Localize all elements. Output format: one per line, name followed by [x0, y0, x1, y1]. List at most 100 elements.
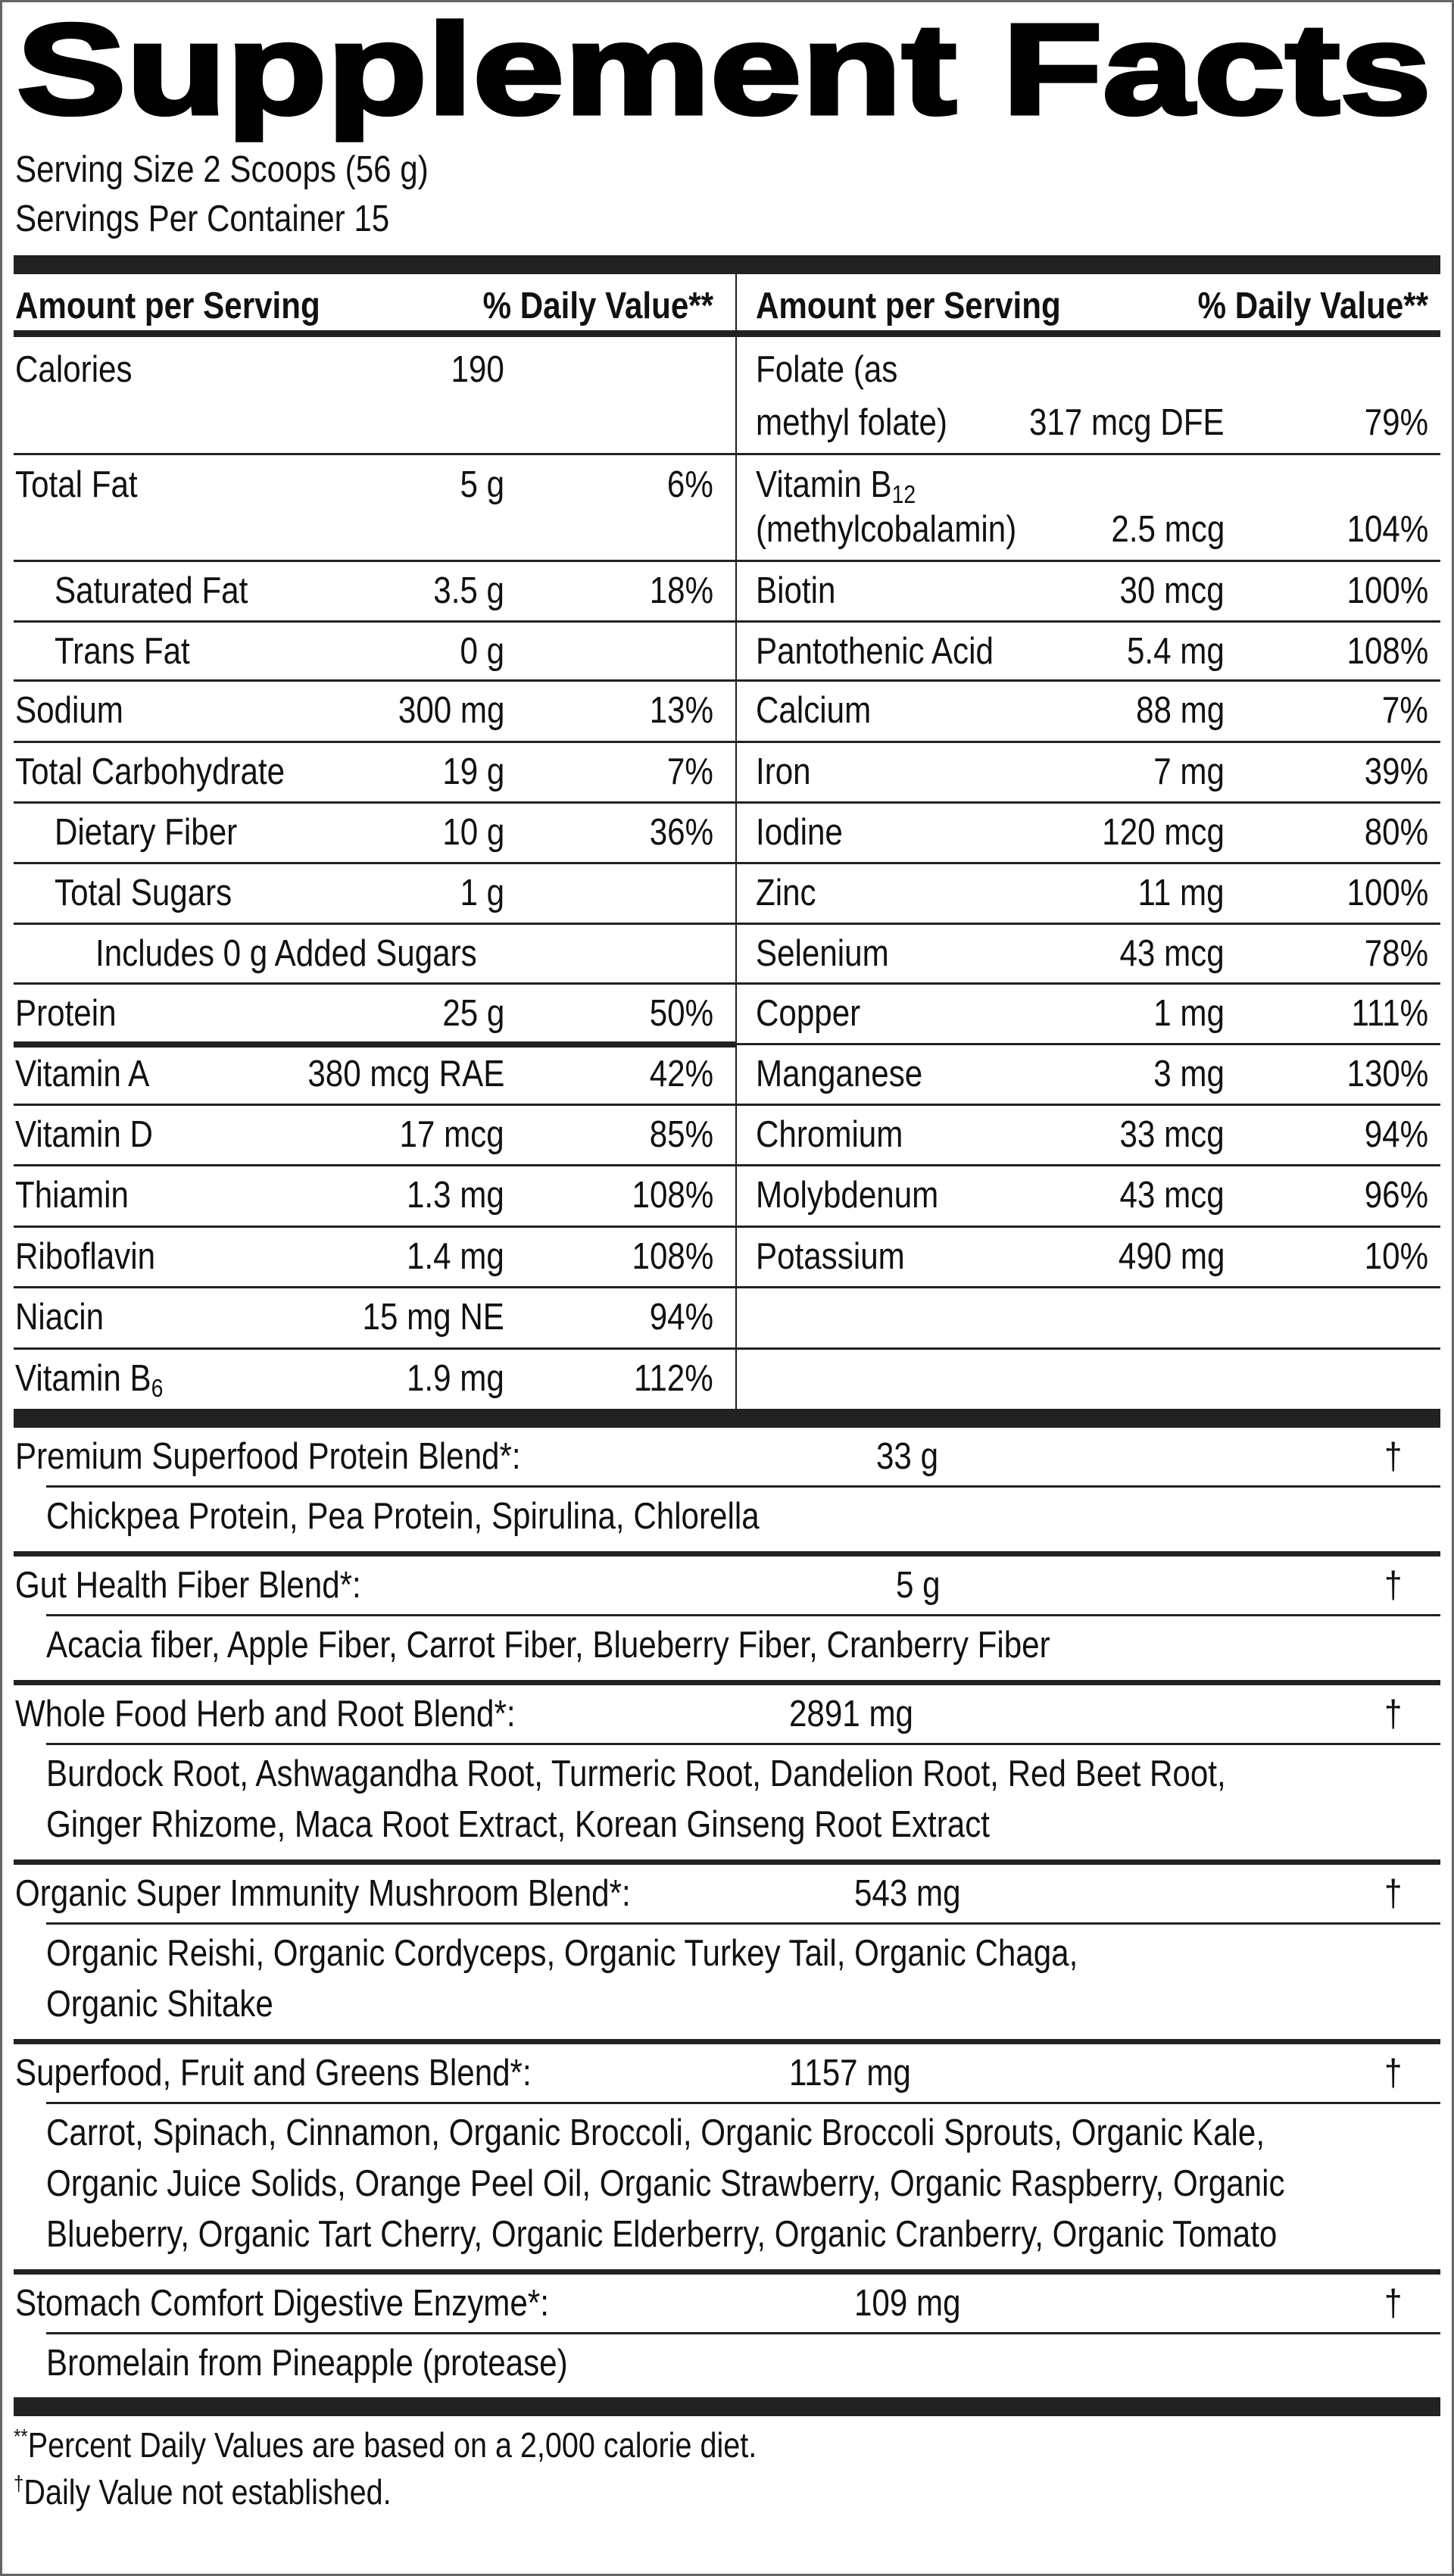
blend-ingredients: Burdock Root, Ashwagandha Root, Turmeric…	[46, 1753, 1226, 1794]
nutrient-daily-value: 13%	[649, 690, 713, 731]
nutrient-daily-value: 100%	[1346, 570, 1428, 611]
row-rule-right	[737, 1043, 1440, 1045]
nutrient-name: methyl folate)	[756, 402, 947, 443]
blend-dagger: †	[1384, 1436, 1403, 1477]
nutrient-name: Trans Fat	[55, 631, 190, 672]
nutrient-name: Copper	[756, 993, 861, 1034]
nutrient-daily-value: 18%	[649, 570, 713, 611]
blend-name: Gut Health Fiber Blend*:	[15, 1565, 361, 1606]
blend-amount: 1157 mg	[789, 2053, 911, 2094]
blend-name: Whole Food Herb and Root Blend*:	[15, 1694, 516, 1735]
nutrient-name: Iron	[756, 751, 811, 792]
header-amount-right: Amount per Serving	[756, 286, 1061, 326]
servings-per-container: Servings Per Container 15	[15, 198, 390, 239]
nutrient-name: Vitamin B6	[15, 1356, 163, 1401]
nutrient-amount: 5.4 mg	[1127, 631, 1225, 672]
footnote: †Daily Value not established.	[14, 2469, 392, 2515]
blend-amount: 543 mg	[854, 1873, 961, 1914]
nutrient-name: Calcium	[756, 690, 872, 731]
nutrient-amount: 3 mg	[1153, 1054, 1225, 1094]
nutrient-name: Total Fat	[15, 464, 138, 505]
row-rule	[14, 1347, 1440, 1350]
nutrient-daily-value: 108%	[632, 1236, 713, 1277]
nutrient-amount: 190	[451, 349, 504, 390]
thick-rule-left	[14, 1041, 736, 1048]
nutrient-amount: 2.5 mcg	[1111, 509, 1225, 550]
row-rule	[14, 560, 1440, 562]
blend-name: Organic Super Immunity Mushroom Blend*:	[15, 1873, 631, 1914]
nutrient-amount: 17 mcg	[399, 1114, 504, 1155]
row-rule	[14, 1286, 1440, 1288]
nutrient-name: Vitamin A	[15, 1054, 150, 1094]
nutrient-daily-value: 42%	[649, 1054, 713, 1094]
nutrient-name: Molybdenum	[756, 1175, 939, 1216]
header-dv-left: % Daily Value**	[482, 286, 713, 326]
nutrient-name: Includes 0 g Added Sugars	[95, 933, 477, 974]
serving-size: Serving Size 2 Scoops (56 g)	[15, 149, 429, 190]
nutrient-amount: 10 g	[442, 812, 504, 853]
row-rule	[14, 1226, 1440, 1228]
nutrient-amount: 1.3 mg	[407, 1175, 504, 1216]
nutrient-name: Chromium	[756, 1114, 903, 1155]
nutrient-name: Manganese	[756, 1054, 923, 1094]
nutrient-name-text: Vitamin B	[756, 464, 892, 505]
footnote-mark: **	[14, 2425, 28, 2448]
nutrient-name: Total Carbohydrate	[15, 751, 285, 792]
nutrient-amount: 7 mg	[1153, 751, 1225, 792]
nutrient-daily-value: 50%	[649, 993, 713, 1034]
nutrient-daily-value: 6%	[667, 464, 713, 505]
nutrient-amount: 317 mcg DFE	[1029, 402, 1225, 443]
page-title: Supplement Facts	[17, 0, 1431, 142]
blend-separator	[14, 2039, 1440, 2044]
blend-dagger: †	[1384, 2053, 1403, 2094]
nutrient-amount: 15 mg NE	[362, 1297, 504, 1338]
blend-dagger: †	[1384, 2283, 1403, 2324]
nutrient-daily-value: 111%	[1351, 993, 1428, 1034]
blend-dagger: †	[1384, 1873, 1403, 1914]
nutrient-daily-value: 108%	[1346, 631, 1428, 672]
blend-separator	[14, 1859, 1440, 1865]
nutrient-name: Folate (as	[756, 349, 898, 390]
nutrient-amount: 1.9 mg	[407, 1358, 504, 1399]
blend-ingredients: Carrot, Spinach, Cinnamon, Organic Brocc…	[46, 2112, 1265, 2153]
blend-name: Premium Superfood Protein Blend*:	[15, 1436, 521, 1477]
nutrient-amount: 0 g	[460, 631, 504, 672]
column-divider	[735, 274, 737, 1409]
blend-amount: 2891 mg	[789, 1694, 914, 1735]
blend-ingredients: Organic Shitake	[46, 1984, 273, 2025]
blend-rule	[46, 1614, 1440, 1616]
thick-bar	[14, 1409, 1440, 1428]
nutrient-daily-value: 104%	[1346, 509, 1428, 550]
nutrient-name: Zinc	[756, 873, 816, 913]
nutrient-amount: 33 mcg	[1119, 1114, 1225, 1155]
nutrient-daily-value: 39%	[1364, 751, 1428, 792]
footnote-mark: †	[14, 2471, 24, 2495]
nutrient-amount: 380 mcg RAE	[307, 1054, 504, 1094]
row-rule	[14, 679, 1440, 682]
nutrient-amount: 11 mg	[1137, 873, 1225, 913]
nutrient-daily-value: 10%	[1364, 1236, 1428, 1277]
footnote-text: Percent Daily Values are based on a 2,00…	[27, 2425, 757, 2465]
blend-separator	[14, 1551, 1440, 1557]
row-rule	[14, 862, 1440, 864]
row-rule	[14, 620, 1440, 623]
header-amount-left: Amount per Serving	[15, 286, 320, 326]
blend-rule	[46, 1485, 1440, 1488]
blend-name: Superfood, Fruit and Greens Blend*:	[15, 2053, 532, 2094]
blend-name: Stomach Comfort Digestive Enzyme*:	[15, 2283, 549, 2324]
nutrient-name: Iodine	[756, 812, 843, 853]
nutrient-amount: 88 mg	[1135, 690, 1225, 731]
blend-ingredients: Blueberry, Organic Tart Cherry, Organic …	[46, 2214, 1278, 2255]
nutrient-amount: 30 mcg	[1119, 570, 1225, 611]
blend-ingredients: Organic Reishi, Organic Cordyceps, Organ…	[46, 1933, 1078, 1974]
nutrient-name: Vitamin B12	[756, 462, 916, 507]
row-rule	[14, 1104, 1440, 1106]
nutrient-amount: 43 mcg	[1119, 1175, 1225, 1216]
blend-ingredients: Chickpea Protein, Pea Protein, Spirulina…	[46, 1496, 760, 1537]
nutrient-daily-value: 94%	[1364, 1114, 1428, 1155]
nutrient-name: Total Sugars	[55, 873, 232, 913]
blend-dagger: †	[1384, 1694, 1403, 1735]
row-rule	[14, 453, 1440, 455]
nutrient-amount: 1 mg	[1153, 993, 1225, 1034]
blend-rule	[46, 2332, 1440, 2334]
